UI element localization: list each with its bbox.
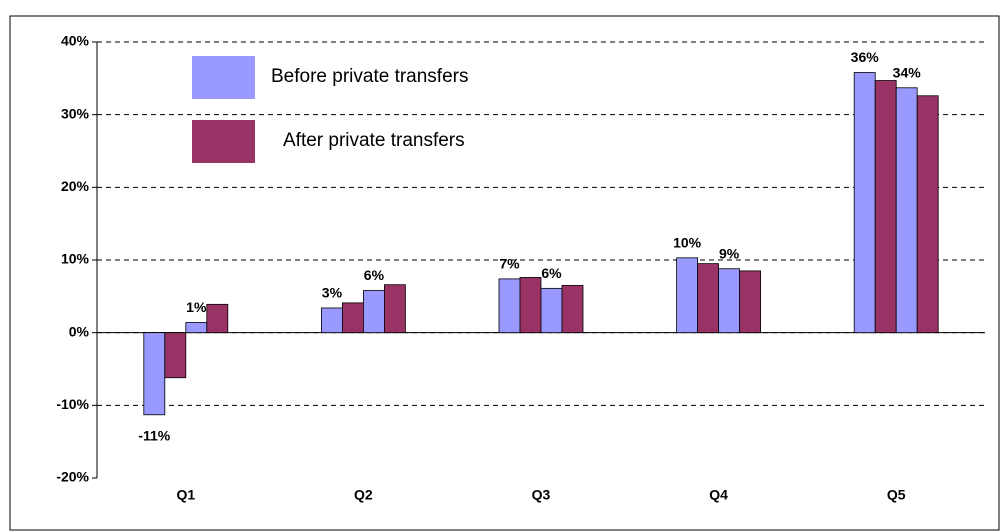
bar xyxy=(895,87,918,334)
legend-label: Before private transfers xyxy=(271,66,468,87)
x-tick-label: Q3 xyxy=(532,487,551,503)
bar xyxy=(739,270,761,334)
legend-swatch xyxy=(192,56,255,99)
bar xyxy=(383,284,406,334)
bar xyxy=(185,322,208,334)
data-label: 34% xyxy=(893,64,922,80)
bar xyxy=(676,257,698,334)
data-label: 10% xyxy=(673,235,702,251)
y-tick-label: -10% xyxy=(56,396,89,412)
x-tick-label: Q1 xyxy=(176,487,195,503)
y-tick-label: 40% xyxy=(61,33,90,49)
data-label: 7% xyxy=(499,256,520,272)
data-label: 6% xyxy=(364,267,385,283)
data-label: 6% xyxy=(541,265,562,281)
x-tick-label: Q5 xyxy=(887,487,906,503)
data-label: 1% xyxy=(186,299,207,315)
y-tick-label: 0% xyxy=(69,323,90,339)
bar xyxy=(519,277,542,334)
data-label: 9% xyxy=(719,245,740,261)
y-tick-label: 10% xyxy=(61,251,90,267)
legend-swatch xyxy=(192,120,255,163)
legend-label: After private transfers xyxy=(283,130,465,151)
bar xyxy=(916,95,939,334)
y-tick-label: 30% xyxy=(61,105,90,121)
bar xyxy=(718,268,740,334)
bar xyxy=(498,278,521,334)
bar xyxy=(561,285,584,334)
bar xyxy=(164,332,187,379)
y-tick-label: -20% xyxy=(56,469,89,485)
bar xyxy=(206,303,229,334)
data-label: 3% xyxy=(322,285,343,301)
chart-frame xyxy=(9,15,1000,531)
bar xyxy=(874,80,897,334)
y-tick-label: 20% xyxy=(61,178,90,194)
bar xyxy=(341,302,364,334)
bar xyxy=(362,290,385,334)
bar xyxy=(853,72,876,334)
bar xyxy=(143,332,166,416)
data-label: -11% xyxy=(138,427,170,443)
x-tick-label: Q2 xyxy=(354,487,373,503)
bar xyxy=(320,307,343,334)
bar xyxy=(697,263,719,334)
data-label: 36% xyxy=(851,49,880,65)
x-tick-label: Q4 xyxy=(709,487,728,503)
bar xyxy=(540,287,563,334)
